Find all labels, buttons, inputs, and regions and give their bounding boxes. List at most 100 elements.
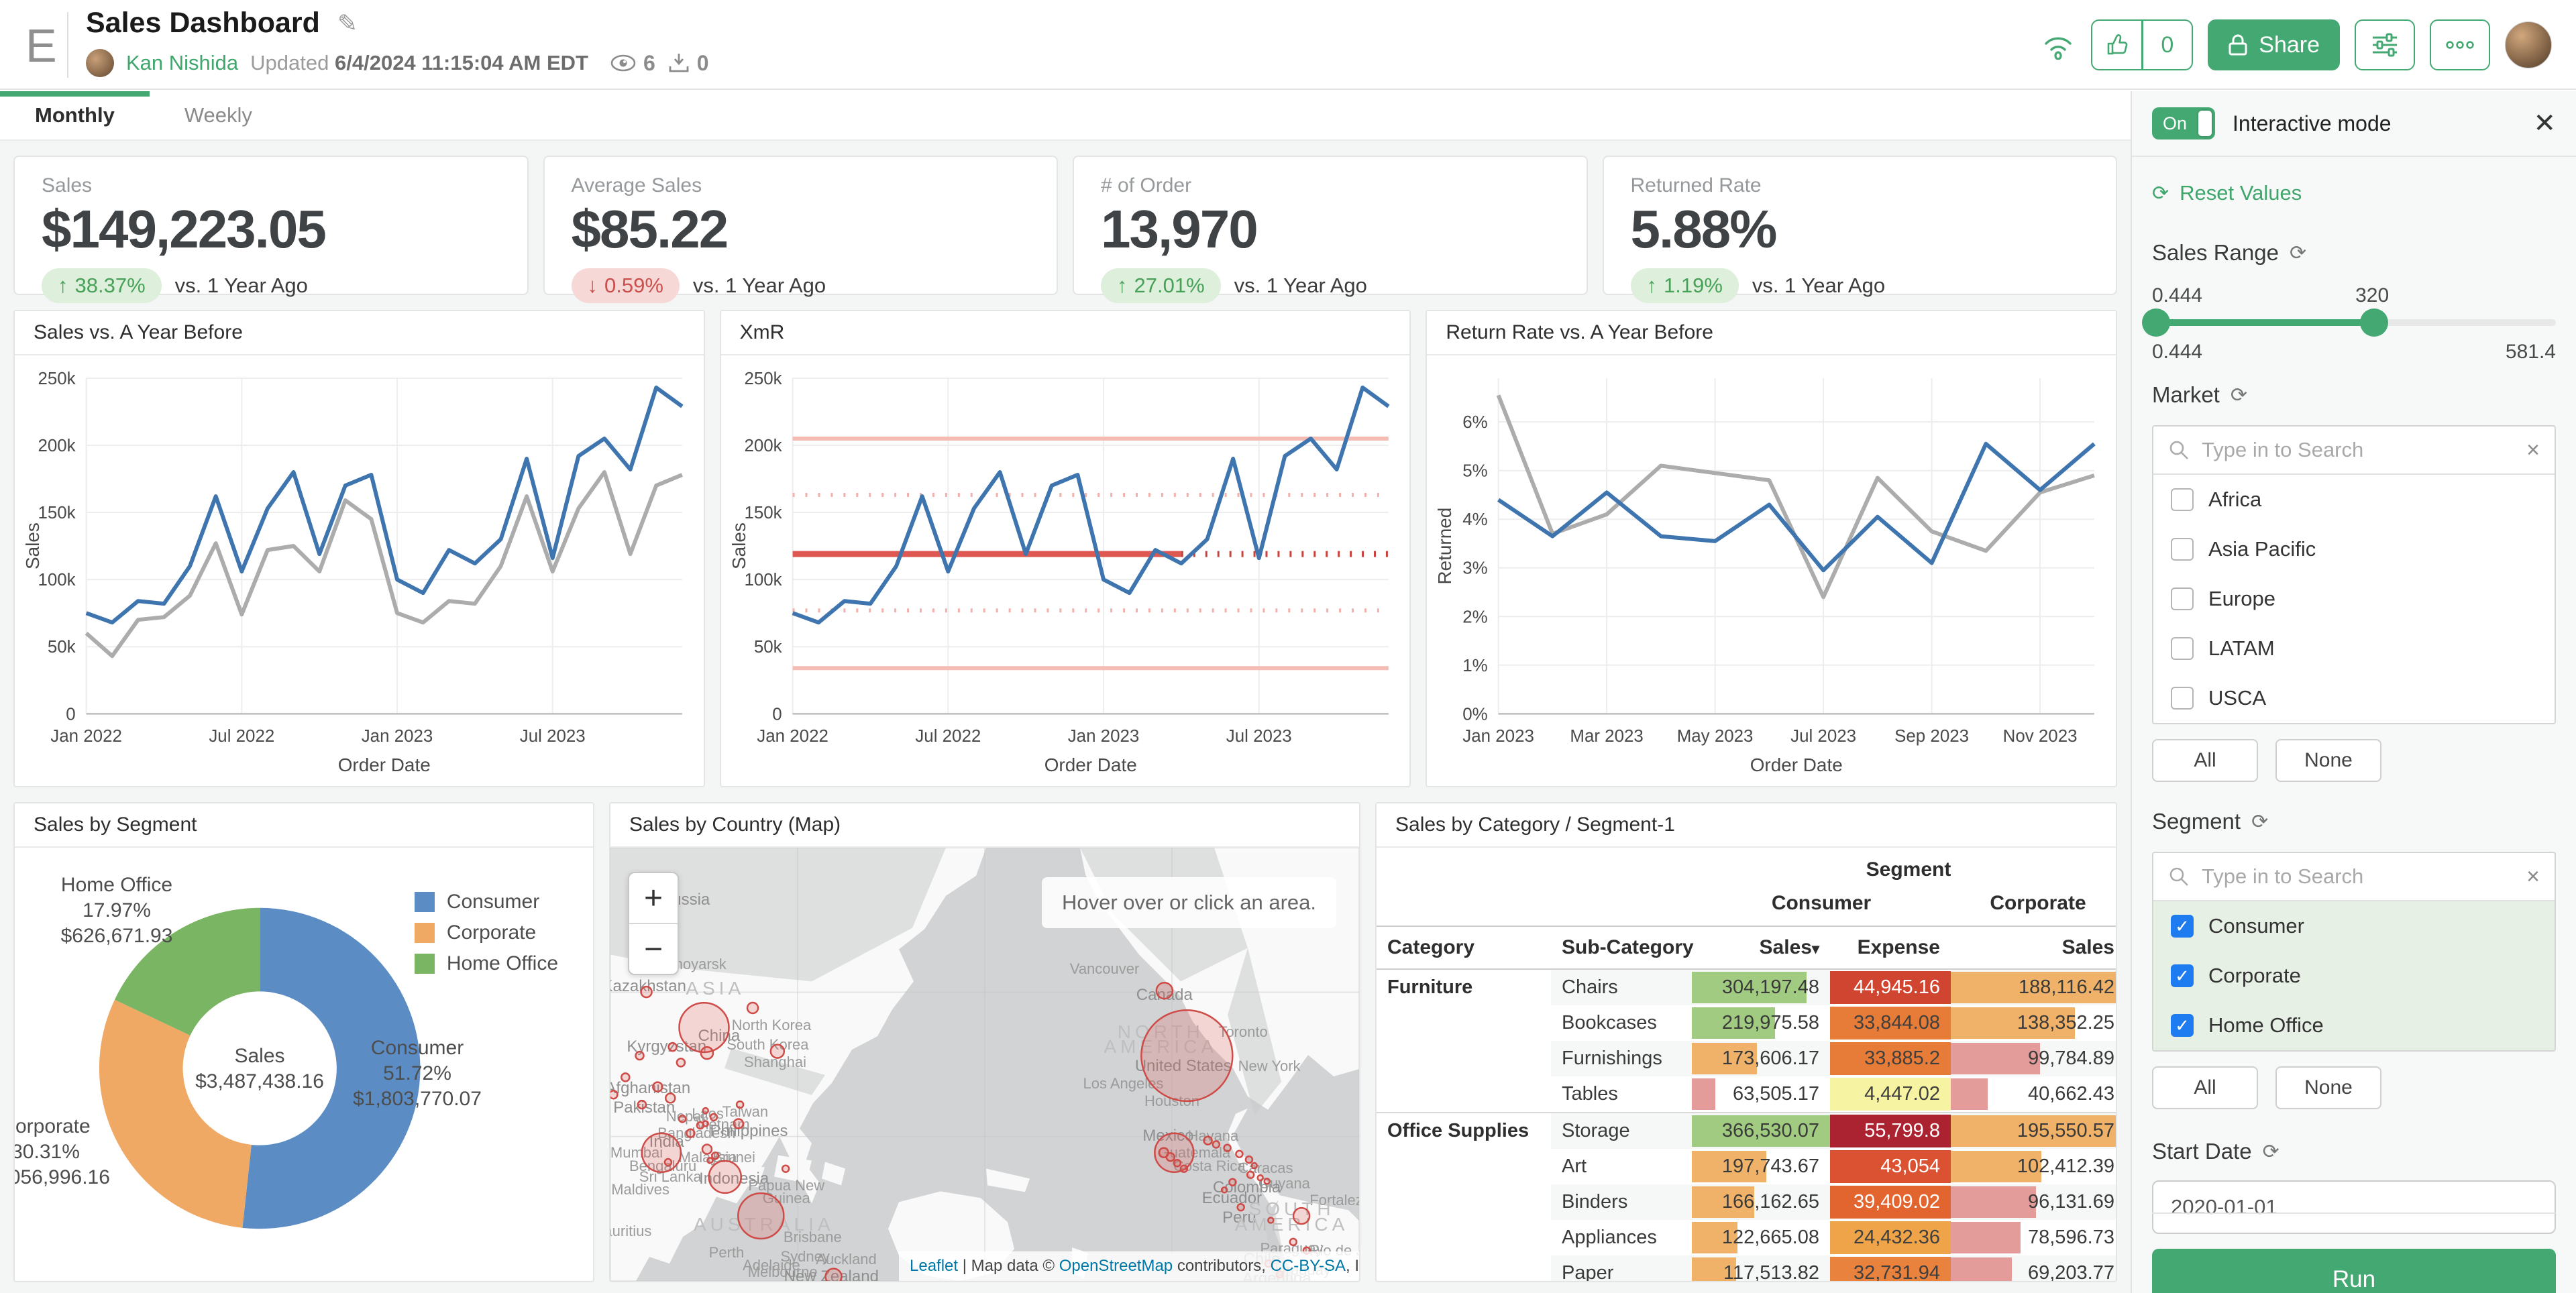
map-sales-bubble[interactable] <box>708 1160 742 1194</box>
table-cell-sub-category[interactable]: Art <box>1562 1156 1587 1177</box>
slider-min-handle[interactable] <box>2142 308 2171 337</box>
attribution-link[interactable]: CC-BY-SA <box>1270 1257 1346 1275</box>
table-cell-sub-category[interactable]: Furnishings <box>1551 1041 1692 1076</box>
map-sales-bubble[interactable] <box>1289 1237 1298 1247</box>
map-panel-sales-by-country[interactable]: Sales by Country (Map) Russia Krasnoyarsk… <box>609 802 1360 1282</box>
map-sales-bubble[interactable] <box>1236 1202 1245 1212</box>
donut-segment-corporate[interactable] <box>99 999 252 1228</box>
map-sales-bubble[interactable] <box>676 1058 686 1068</box>
more-options-button[interactable] <box>2430 19 2490 70</box>
tab-monthly[interactable]: Monthly <box>0 91 150 139</box>
map-sales-bubble[interactable] <box>1244 1155 1254 1164</box>
map-sales-bubble[interactable] <box>635 1050 645 1061</box>
segment-search-input[interactable]: Type in to Search × <box>2153 853 2555 901</box>
column-header-sub-category[interactable]: Sub-Category <box>1551 925 1694 970</box>
segment-option-consumer[interactable]: ✓ Consumer <box>2153 901 2555 951</box>
map-sales-bubble[interactable] <box>678 1115 687 1123</box>
map-sales-bubble[interactable] <box>1173 1159 1182 1168</box>
tab-weekly[interactable]: Weekly <box>184 103 252 127</box>
slider-max-handle[interactable] <box>2360 308 2389 337</box>
map-sales-bubble[interactable] <box>1263 1178 1271 1185</box>
chart-panel-return-rate[interactable]: Return Rate vs. A Year Before 0% 1% 2% 3% 4%… <box>1426 310 2118 787</box>
market-select-none-button[interactable]: None <box>2275 739 2381 782</box>
market-search-input[interactable]: Type in to Search × <box>2153 427 2555 475</box>
refresh-icon[interactable]: ⟳ <box>2251 810 2269 833</box>
map-sales-bubble[interactable] <box>1212 1140 1221 1149</box>
column-header-category[interactable]: Category <box>1377 925 1551 970</box>
map-sales-bubble[interactable] <box>678 1001 730 1054</box>
map-sales-bubble[interactable] <box>781 1164 790 1173</box>
column-header-sales-sorted[interactable]: Sales▾ <box>1692 925 1830 970</box>
table-cell-sub-category[interactable]: Bookcases <box>1562 1012 1657 1033</box>
close-sidebar-icon[interactable]: ✕ <box>2533 109 2556 138</box>
checkbox-checked[interactable]: ✓ <box>2171 915 2194 938</box>
segment-select-none-button[interactable]: None <box>2275 1066 2381 1109</box>
map-sales-bubble[interactable] <box>702 1120 709 1127</box>
checkbox-unchecked[interactable] <box>2171 488 2194 511</box>
market-option-asia-pacific[interactable]: Asia Pacific <box>2153 524 2555 574</box>
map-sales-bubble[interactable] <box>1203 1135 1213 1145</box>
dashboard-settings-button[interactable] <box>2355 19 2415 70</box>
author-link[interactable]: Kan Nishida <box>126 51 239 74</box>
checkbox-unchecked[interactable] <box>2171 687 2194 710</box>
reset-values-link[interactable]: ⟳ Reset Values <box>2152 181 2302 205</box>
map-sales-bubble[interactable] <box>1256 1174 1264 1182</box>
map-sales-bubble[interactable] <box>824 1268 843 1281</box>
map-sales-bubble[interactable] <box>706 1157 714 1164</box>
table-cell-sub-category[interactable]: Storage <box>1551 1113 1692 1149</box>
map-sales-bubble[interactable] <box>710 1151 720 1160</box>
like-count[interactable]: 0 <box>2161 32 2174 58</box>
map-sales-bubble[interactable] <box>1292 1206 1311 1225</box>
map-sales-bubble[interactable] <box>667 1042 678 1052</box>
map-sales-bubble[interactable] <box>1235 1149 1244 1158</box>
checkbox-unchecked[interactable] <box>2171 587 2194 610</box>
map-sales-bubble[interactable] <box>1165 1152 1176 1162</box>
map-sales-bubble[interactable] <box>702 1107 709 1115</box>
map-sales-bubble[interactable] <box>665 1092 676 1104</box>
map-sales-bubble[interactable] <box>735 1100 745 1109</box>
chart-panel-sales-vs-year[interactable]: Sales vs. A Year Before 0 50k 100k 150k 200k… <box>13 310 705 787</box>
chart-panel-xmr[interactable]: XmR 0 50k 100k 150k 200k 250k Jan 2022 Jul 2022… <box>719 310 1411 787</box>
map-sales-bubble[interactable] <box>769 1044 786 1059</box>
table-cell-sub-category[interactable]: Tables <box>1562 1083 1618 1105</box>
interactive-mode-toggle[interactable]: On <box>2152 107 2215 139</box>
market-option-africa[interactable]: Africa <box>2153 475 2555 524</box>
market-option-europe[interactable]: Europe <box>2153 574 2555 624</box>
segment-select-all-button[interactable]: All <box>2152 1066 2258 1109</box>
map-zoom-in-button[interactable]: + <box>643 880 663 916</box>
map-sales-bubble[interactable] <box>1155 981 1174 1000</box>
table-cell-sub-category[interactable]: Chairs <box>1551 970 1692 1005</box>
map-sales-bubble[interactable] <box>610 1089 619 1100</box>
map-sales-bubble[interactable] <box>621 1072 631 1082</box>
map-sales-bubble[interactable] <box>652 1081 663 1092</box>
map-sales-bubble[interactable] <box>1250 1162 1258 1170</box>
attribution-link[interactable]: OpenStreetMap <box>1059 1257 1173 1275</box>
map-sales-bubble[interactable] <box>637 1099 647 1110</box>
map-sales-bubble[interactable] <box>1154 1132 1195 1173</box>
refresh-icon[interactable]: ⟳ <box>2230 384 2247 406</box>
map-sales-bubble[interactable] <box>701 1143 713 1155</box>
column-header-corporate-sales[interactable]: Sales <box>1951 925 2116 970</box>
map-sales-bubble[interactable] <box>1179 1164 1189 1173</box>
checkbox-unchecked[interactable] <box>2171 538 2194 561</box>
checkbox-unchecked[interactable] <box>2171 637 2194 660</box>
map-sales-bubble[interactable] <box>737 1192 785 1240</box>
market-option-latam[interactable]: LATAM <box>2153 624 2555 673</box>
legend-item[interactable]: Consumer <box>414 891 558 913</box>
map-sales-bubble[interactable] <box>1220 1186 1228 1194</box>
map-sales-bubble[interactable] <box>686 1128 696 1138</box>
like-button[interactable] <box>2092 21 2141 69</box>
map-sales-bubble[interactable] <box>641 1132 682 1173</box>
market-select-all-button[interactable]: All <box>2152 739 2258 782</box>
map-sales-bubble[interactable] <box>663 1158 673 1167</box>
market-option-usca[interactable]: USCA <box>2153 673 2555 723</box>
start-date-input[interactable]: 2020-01-01 <box>2152 1180 2556 1234</box>
segment-option-home-office[interactable]: ✓ Home Office <box>2153 1001 2555 1050</box>
checkbox-checked[interactable]: ✓ <box>2171 964 2194 987</box>
column-header-expense[interactable]: Expense <box>1830 925 1951 970</box>
run-button[interactable]: Run <box>2152 1249 2556 1293</box>
table-panel-sales-by-category[interactable]: Sales by Category / Segment-1 Segment Con… <box>1375 802 2117 1282</box>
table-cell-sub-category[interactable]: Appliances <box>1562 1227 1657 1248</box>
map-sales-bubble[interactable] <box>1267 1217 1275 1224</box>
refresh-icon[interactable]: ⟳ <box>2262 1140 2279 1163</box>
